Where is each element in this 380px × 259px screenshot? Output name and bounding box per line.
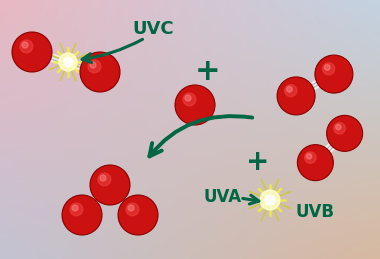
Circle shape	[100, 175, 106, 181]
Circle shape	[334, 123, 345, 134]
Circle shape	[88, 60, 101, 73]
Circle shape	[298, 145, 333, 181]
Circle shape	[175, 85, 215, 125]
Circle shape	[22, 42, 28, 48]
Circle shape	[285, 84, 297, 97]
Circle shape	[306, 154, 312, 159]
Circle shape	[62, 195, 102, 235]
Circle shape	[90, 62, 96, 68]
Circle shape	[325, 64, 330, 70]
Circle shape	[287, 87, 292, 92]
Circle shape	[59, 53, 77, 71]
Circle shape	[277, 77, 315, 115]
Text: UVA: UVA	[204, 188, 242, 206]
Circle shape	[183, 93, 196, 106]
Circle shape	[185, 95, 191, 101]
Circle shape	[90, 165, 130, 205]
Circle shape	[260, 190, 280, 210]
Circle shape	[336, 124, 341, 130]
Circle shape	[12, 32, 52, 72]
Text: UVB: UVB	[296, 203, 334, 221]
Circle shape	[98, 173, 111, 186]
Circle shape	[265, 195, 275, 205]
Circle shape	[80, 52, 120, 92]
Circle shape	[63, 57, 73, 66]
Circle shape	[118, 195, 158, 235]
Circle shape	[315, 55, 353, 93]
Circle shape	[323, 63, 335, 75]
Circle shape	[327, 115, 363, 151]
Text: UVC: UVC	[132, 20, 174, 38]
Circle shape	[20, 40, 33, 53]
Text: +: +	[195, 57, 221, 87]
Circle shape	[128, 205, 134, 211]
Circle shape	[70, 203, 83, 216]
Circle shape	[72, 205, 78, 211]
Circle shape	[126, 203, 139, 216]
Circle shape	[304, 152, 316, 163]
Text: +: +	[246, 148, 270, 176]
